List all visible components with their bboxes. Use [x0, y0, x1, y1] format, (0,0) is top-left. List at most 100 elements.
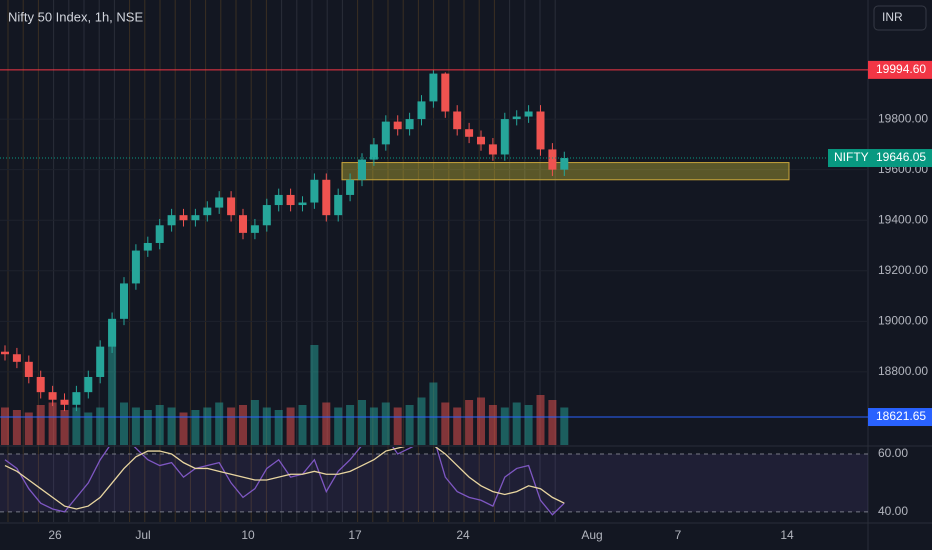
rsi-lines	[4, 447, 565, 516]
volume-bar	[465, 400, 474, 445]
candle-body	[477, 136, 485, 145]
candle-body	[548, 149, 557, 170]
volume-bar	[203, 407, 212, 445]
volume-bar	[143, 410, 152, 445]
volume-bar	[560, 407, 569, 445]
candle-body	[381, 121, 390, 145]
candle-body	[346, 179, 355, 195]
candle-body	[1, 351, 9, 355]
candle-body	[524, 111, 533, 117]
y-tick-label: 19200.00	[878, 263, 928, 277]
candle-body	[334, 194, 343, 216]
volume-bar	[1, 407, 9, 445]
volume-bar	[548, 400, 557, 445]
rsi-tick-label: 60.00	[878, 446, 908, 460]
volume-bar	[405, 405, 414, 445]
currency[interactable]: INR	[882, 10, 903, 24]
x-tick-label: 17	[348, 528, 362, 542]
x-tick-label: Aug	[581, 528, 602, 542]
volume-bar	[346, 405, 355, 445]
volume-bar	[334, 407, 343, 445]
candle-body	[239, 215, 247, 233]
candle-body	[322, 179, 331, 216]
candle-body	[24, 361, 33, 377]
symbol-label: NIFTY	[834, 150, 869, 164]
volume-bar	[310, 345, 319, 445]
candle-body	[369, 144, 378, 160]
volume-bar	[536, 395, 545, 445]
candle-body	[96, 346, 105, 377]
currency-button[interactable]	[873, 5, 927, 31]
candle-body	[167, 215, 176, 226]
volume-bar	[60, 410, 69, 445]
volume-bar	[429, 382, 438, 445]
price-label: 19646.05	[876, 150, 926, 164]
candle-body	[191, 215, 200, 221]
volume-bar	[24, 412, 33, 445]
candle-body	[405, 119, 414, 130]
candle-body	[358, 159, 366, 180]
candle-body	[465, 129, 474, 137]
x-tick-label: 26	[48, 528, 62, 542]
volume-bar	[512, 402, 521, 445]
candle-body	[131, 250, 140, 284]
chart-title: Nifty 50 Index, 1h, NSE	[8, 9, 143, 24]
y-tick-label: 19400.00	[878, 212, 928, 226]
candle-body	[429, 73, 438, 102]
y-tick-label: 18800.00	[878, 364, 928, 378]
candle-body	[417, 101, 426, 120]
symbol-label-box	[828, 149, 868, 168]
candle-body	[12, 354, 21, 362]
volume-bar	[155, 405, 164, 445]
volume-bar	[524, 405, 533, 445]
volume-bar	[12, 410, 21, 445]
candle-body	[560, 158, 569, 170]
x-tick-label: 24	[456, 528, 470, 542]
candle-body	[155, 225, 164, 243]
volume-bar	[298, 405, 307, 445]
volume-bar	[417, 397, 426, 445]
volume-bar	[179, 412, 188, 445]
volume-bar	[250, 400, 259, 445]
volume-bar	[393, 407, 402, 445]
candle-body	[262, 205, 271, 226]
rsi-tick-label: 40.00	[878, 504, 908, 518]
candle-body	[250, 225, 259, 233]
candle-body	[310, 179, 319, 203]
candle-body	[143, 242, 152, 251]
candle-body	[298, 202, 307, 206]
price-label: 18621.65	[876, 409, 926, 423]
volume-bar	[227, 407, 236, 445]
volume-bar	[488, 405, 497, 445]
candle-body	[215, 197, 224, 208]
price-label: 19994.60	[876, 62, 926, 76]
candle-body	[536, 111, 545, 150]
volume-bar	[477, 397, 485, 445]
volume-bar	[286, 407, 295, 445]
volume-bar	[381, 402, 390, 445]
volume-bar	[191, 410, 200, 445]
x-tick-label: 10	[241, 528, 255, 542]
volume-bar	[215, 402, 224, 445]
candle-body	[441, 73, 450, 112]
candle-body	[393, 121, 402, 130]
candle-body	[488, 144, 497, 155]
candle-body	[120, 283, 128, 319]
y-tick-label: 19800.00	[878, 111, 928, 125]
volume-bar	[274, 410, 283, 445]
rsi-band	[0, 453, 868, 512]
price-label-box	[868, 60, 932, 79]
volume-bar	[441, 402, 450, 445]
y-tick-label: 19000.00	[878, 314, 928, 328]
candle-body	[108, 318, 117, 347]
volume-bar	[453, 407, 462, 445]
rsi-ma-line	[4, 447, 565, 510]
candle-body	[500, 119, 509, 155]
candle-body	[84, 376, 93, 393]
candle-body	[60, 399, 69, 405]
candle-body	[72, 392, 81, 405]
candle-body	[286, 194, 295, 206]
volume-bar	[369, 407, 378, 445]
candle-body	[203, 207, 212, 216]
